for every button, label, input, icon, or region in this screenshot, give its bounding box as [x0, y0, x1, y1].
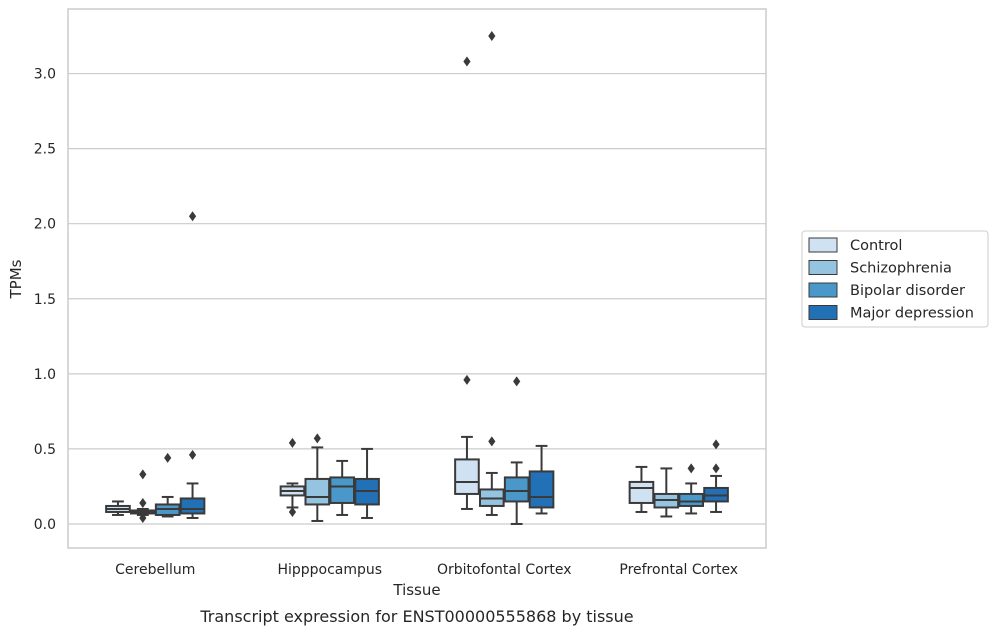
legend-swatch	[808, 305, 838, 320]
legend-swatch	[808, 282, 838, 298]
outlier-point	[463, 56, 471, 67]
legend-swatch	[808, 260, 838, 275]
legend-label: Schizophrenia	[850, 261, 952, 277]
legend-label: Bipolar disorder	[850, 283, 965, 299]
outlier-point	[712, 463, 720, 474]
x-tick-label: Hipppocampus	[277, 562, 382, 578]
x-tick-label: Orbitofontal Cortex	[437, 562, 572, 578]
outlier-point	[712, 439, 720, 450]
chart-caption: Transcript expression for ENST0000055586…	[199, 607, 633, 626]
box	[329, 476, 355, 504]
outlier-point	[313, 433, 321, 444]
x-axis-label: Tissue	[392, 581, 440, 599]
x-tick-labels: Cerebellum Hipppocampus Orbitofontal Corte…	[115, 562, 738, 578]
x-tick-label: Cerebellum	[115, 562, 195, 578]
outlier-point	[288, 437, 297, 448]
box-series	[105, 31, 729, 525]
box	[179, 497, 206, 515]
outlier-point	[687, 463, 695, 474]
box	[304, 477, 331, 506]
box	[528, 470, 555, 509]
grid-lines	[68, 72, 766, 525]
series-group	[154, 376, 704, 525]
series-group	[179, 211, 729, 519]
y-tick-label: 2.5	[34, 142, 56, 158]
y-tick-label: 0.5	[34, 442, 56, 458]
y-tick-label: 2.0	[34, 217, 56, 233]
legend-label: Control	[850, 238, 902, 254]
y-tick-label: 3.0	[34, 67, 56, 83]
series-group	[130, 31, 680, 523]
box	[503, 476, 530, 503]
box	[678, 492, 704, 507]
legend: Control Schizophrenia Bipolar disorder Majo…	[801, 230, 989, 328]
outlier-point	[139, 512, 147, 523]
outlier-point	[488, 436, 496, 447]
outlier-point	[139, 469, 147, 480]
outlier-point	[488, 31, 496, 42]
outlier-point	[288, 506, 297, 517]
y-tick-label: 1.0	[34, 367, 56, 383]
outlier-point	[139, 497, 147, 508]
outlier-point	[188, 211, 197, 222]
legend-label: Major depression	[850, 306, 974, 322]
series-group	[105, 56, 655, 517]
y-tick-labels: 0.0 0.5 1.0 1.5 2.0 2.5 3.0	[34, 67, 56, 533]
y-tick-label: 1.5	[34, 292, 56, 308]
y-tick-label: 0.0	[34, 517, 56, 533]
legend-swatch	[808, 237, 838, 253]
legend-frame	[801, 230, 989, 328]
outlier-point	[513, 376, 521, 387]
plot-frame	[67, 8, 767, 549]
outlier-point	[164, 452, 172, 463]
y-axis-label: TPMs	[7, 259, 25, 299]
outlier-point	[463, 374, 471, 385]
box	[454, 458, 480, 495]
x-tick-label: Prefrontal Cortex	[619, 562, 738, 578]
outlier-point	[188, 449, 197, 460]
box	[628, 480, 655, 504]
